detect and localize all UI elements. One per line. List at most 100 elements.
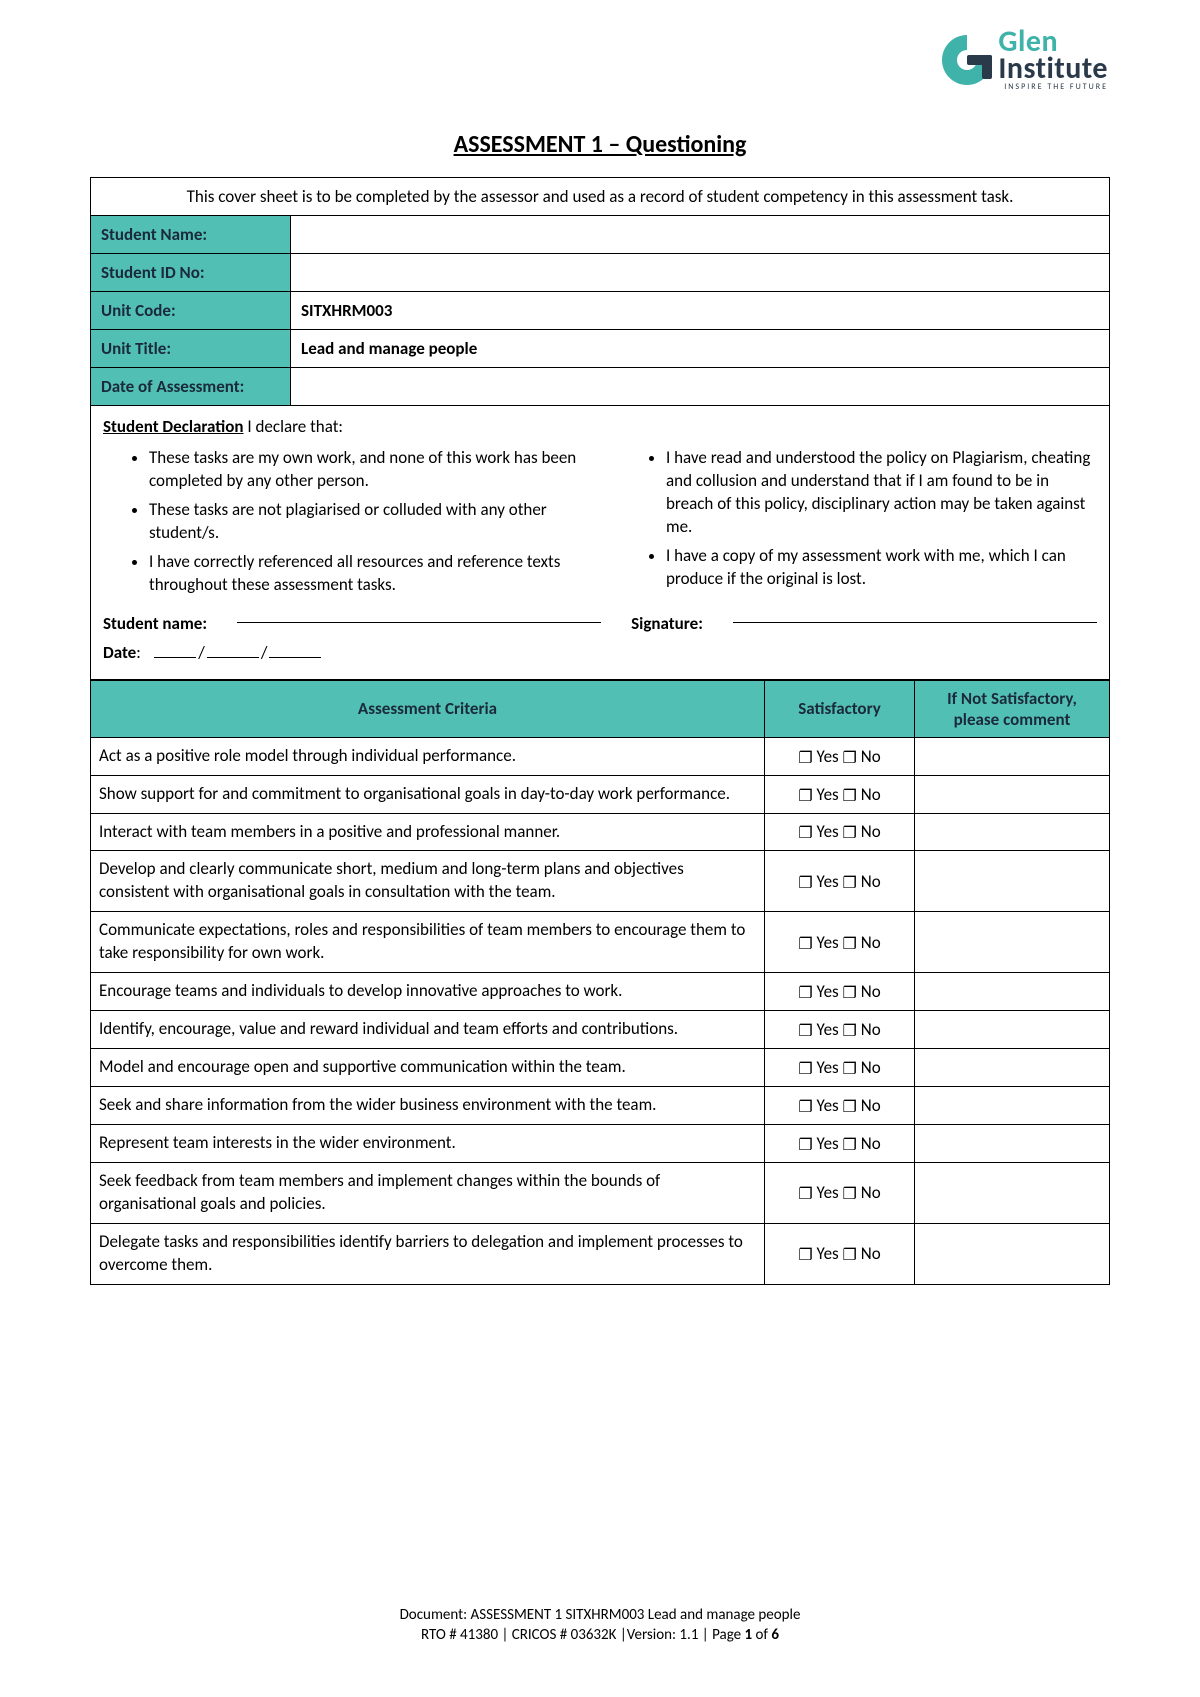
comment-cell[interactable]	[915, 851, 1110, 912]
comment-cell[interactable]	[915, 775, 1110, 813]
criterion-text: Represent team interests in the wider en…	[91, 1124, 765, 1162]
yes-no-cell: ❐ Yes ❐ No	[765, 813, 915, 851]
date-month-input[interactable]	[207, 644, 259, 658]
header-criteria: Assessment Criteria	[91, 680, 765, 737]
yes-label: Yes	[817, 981, 839, 1002]
student-name-label: Student name:	[103, 613, 207, 634]
yes-no-cell: ❐ Yes ❐ No	[765, 851, 915, 912]
checkbox-yes[interactable]: ❐	[798, 826, 812, 842]
checkbox-no[interactable]: ❐	[843, 986, 857, 1002]
criteria-row: Seek and share information from the wide…	[91, 1087, 1110, 1125]
value-student-name[interactable]	[291, 216, 1110, 254]
logo-text: Glen Institute INSPIRE THE FUTURE	[998, 28, 1108, 91]
checkbox-no[interactable]: ❐	[843, 751, 857, 767]
comment-cell[interactable]	[915, 1124, 1110, 1162]
declaration-right-list: I have read and understood the policy on…	[620, 447, 1097, 591]
value-unit-title: Lead and manage people	[291, 330, 1110, 368]
declaration-item: I have read and understood the policy on…	[666, 447, 1097, 539]
declaration-item: These tasks are not plagiarised or collu…	[149, 499, 580, 545]
no-label: No	[861, 784, 881, 805]
checkbox-no[interactable]: ❐	[843, 1062, 857, 1078]
criteria-row: Model and encourage open and supportive …	[91, 1049, 1110, 1087]
date-day-input[interactable]	[154, 644, 196, 658]
checkbox-yes[interactable]: ❐	[798, 986, 812, 1002]
checkbox-yes[interactable]: ❐	[798, 751, 812, 767]
yes-no-cell: ❐ Yes ❐ No	[765, 1223, 915, 1284]
yes-label: Yes	[817, 1182, 839, 1203]
logo: Glen Institute INSPIRE THE FUTURE	[938, 28, 1108, 91]
checkbox-yes[interactable]: ❐	[798, 1138, 812, 1154]
value-student-id[interactable]	[291, 254, 1110, 292]
criterion-text: Seek feedback from team members and impl…	[91, 1162, 765, 1223]
value-date-assessment[interactable]	[291, 368, 1110, 406]
checkbox-no[interactable]: ❐	[843, 1100, 857, 1116]
comment-cell[interactable]	[915, 813, 1110, 851]
yes-label: Yes	[817, 871, 839, 892]
signature-line: Student name: Signature:	[103, 613, 1097, 634]
header-satisfactory: Satisfactory	[765, 680, 915, 737]
no-label: No	[861, 821, 881, 842]
signature-input[interactable]	[733, 609, 1097, 623]
checkbox-no[interactable]: ❐	[843, 1248, 857, 1264]
checkbox-yes[interactable]: ❐	[798, 1248, 812, 1264]
checkbox-yes[interactable]: ❐	[798, 789, 812, 805]
comment-cell[interactable]	[915, 1011, 1110, 1049]
footer-page-total: 6	[771, 1626, 779, 1644]
footer-page-of: of	[752, 1626, 771, 1644]
checkbox-no[interactable]: ❐	[843, 876, 857, 892]
declaration-block: Student Declaration I declare that: Thes…	[90, 406, 1110, 680]
yes-no-cell: ❐ Yes ❐ No	[765, 1124, 915, 1162]
criterion-text: Delegate tasks and responsibilities iden…	[91, 1223, 765, 1284]
comment-cell[interactable]	[915, 912, 1110, 973]
yes-no-cell: ❐ Yes ❐ No	[765, 1162, 915, 1223]
yes-no-cell: ❐ Yes ❐ No	[765, 912, 915, 973]
yes-label: Yes	[817, 821, 839, 842]
label-student-id: Student ID No:	[91, 254, 291, 292]
criteria-row: Identify, encourage, value and reward in…	[91, 1011, 1110, 1049]
declaration-item: I have correctly referenced all resource…	[149, 551, 580, 597]
checkbox-yes[interactable]: ❐	[798, 1062, 812, 1078]
yes-no-cell: ❐ Yes ❐ No	[765, 1049, 915, 1087]
checkbox-no[interactable]: ❐	[843, 1024, 857, 1040]
criteria-row: Show support for and commitment to organ…	[91, 775, 1110, 813]
no-label: No	[861, 1133, 881, 1154]
yes-no-cell: ❐ Yes ❐ No	[765, 973, 915, 1011]
checkbox-yes[interactable]: ❐	[798, 876, 812, 892]
student-name-input[interactable]	[237, 609, 601, 623]
checkbox-no[interactable]: ❐	[843, 1138, 857, 1154]
yes-label: Yes	[817, 746, 839, 767]
declaration-heading: Student Declaration I declare that:	[103, 416, 1097, 437]
checkbox-yes[interactable]: ❐	[798, 937, 812, 953]
yes-no-cell: ❐ Yes ❐ No	[765, 1087, 915, 1125]
checkbox-yes[interactable]: ❐	[798, 1187, 812, 1203]
criteria-row: Encourage teams and individuals to devel…	[91, 973, 1110, 1011]
criterion-text: Show support for and commitment to organ…	[91, 775, 765, 813]
comment-cell[interactable]	[915, 1049, 1110, 1087]
comment-cell[interactable]	[915, 973, 1110, 1011]
yes-label: Yes	[817, 1133, 839, 1154]
criterion-text: Communicate expectations, roles and resp…	[91, 912, 765, 973]
no-label: No	[861, 981, 881, 1002]
criteria-row: Interact with team members in a positive…	[91, 813, 1110, 851]
checkbox-yes[interactable]: ❐	[798, 1100, 812, 1116]
checkbox-no[interactable]: ❐	[843, 789, 857, 805]
comment-cell[interactable]	[915, 737, 1110, 775]
checkbox-no[interactable]: ❐	[843, 1187, 857, 1203]
criteria-row: Delegate tasks and responsibilities iden…	[91, 1223, 1110, 1284]
criterion-text: Interact with team members in a positive…	[91, 813, 765, 851]
checkbox-no[interactable]: ❐	[843, 937, 857, 953]
comment-cell[interactable]	[915, 1223, 1110, 1284]
checkbox-yes[interactable]: ❐	[798, 1024, 812, 1040]
no-label: No	[861, 1182, 881, 1203]
checkbox-no[interactable]: ❐	[843, 826, 857, 842]
no-label: No	[861, 1243, 881, 1264]
criteria-table: Assessment Criteria Satisfactory If Not …	[90, 680, 1110, 1285]
logo-tagline: INSPIRE THE FUTURE	[998, 84, 1108, 91]
label-student-name: Student Name:	[91, 216, 291, 254]
comment-cell[interactable]	[915, 1162, 1110, 1223]
value-unit-code: SITXHRM003	[291, 292, 1110, 330]
comment-cell[interactable]	[915, 1087, 1110, 1125]
no-label: No	[861, 1057, 881, 1078]
no-label: No	[861, 1095, 881, 1116]
date-year-input[interactable]	[269, 644, 321, 658]
